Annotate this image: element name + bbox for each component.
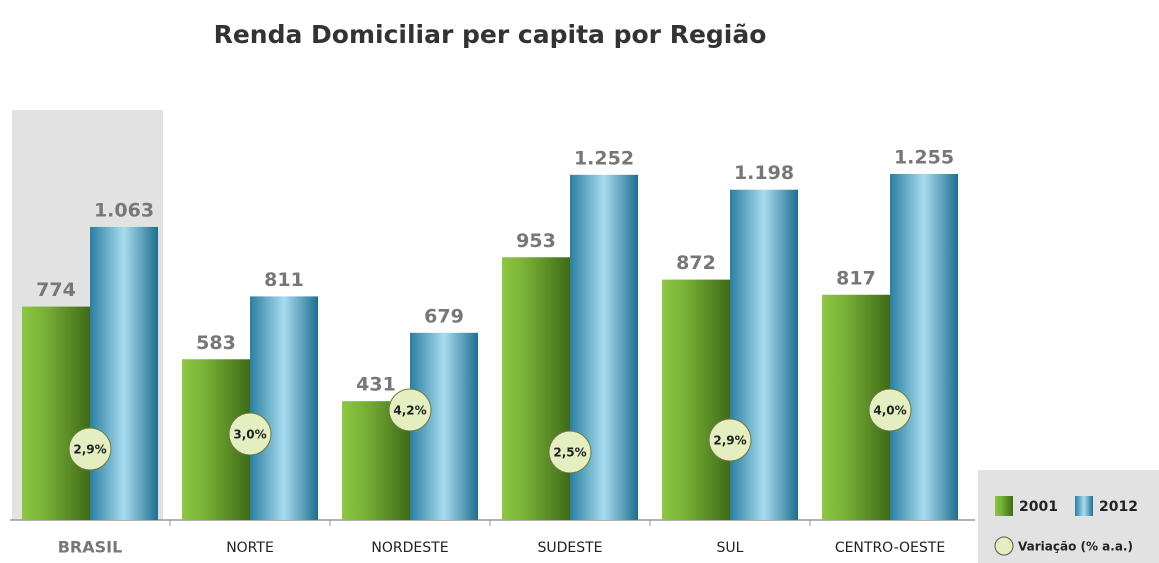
- variation-marker: [68, 427, 112, 471]
- variation-marker: [868, 388, 912, 432]
- variation-label: 2,5%: [553, 446, 586, 460]
- variation-label: 2,9%: [73, 443, 106, 457]
- bar: [662, 279, 730, 520]
- value-label: 1.255: [894, 147, 954, 169]
- value-label: 1.252: [574, 147, 634, 169]
- bar: [22, 306, 90, 520]
- legend-label: 2012: [1099, 499, 1138, 515]
- variation-marker: [708, 418, 752, 462]
- bar: [250, 296, 318, 520]
- legend-label: 2001: [1019, 499, 1058, 515]
- x-tick-label: BRASIL: [58, 538, 123, 557]
- legend-swatch: [995, 496, 1013, 516]
- x-tick-label: SUL: [717, 540, 744, 556]
- value-label: 431: [356, 374, 396, 396]
- bar: [890, 174, 958, 520]
- value-label: 811: [264, 269, 304, 291]
- bar: [90, 226, 158, 520]
- value-label: 953: [516, 230, 556, 252]
- bar: [730, 189, 798, 521]
- value-label: 774: [36, 279, 76, 301]
- x-tick-label: CENTRO-OESTE: [835, 540, 945, 556]
- x-tick-label: SUDESTE: [537, 540, 602, 556]
- value-label: 1.063: [94, 199, 154, 221]
- variation-label: 3,0%: [233, 428, 266, 442]
- x-tick-label: NORDESTE: [371, 540, 448, 556]
- value-label: 679: [424, 305, 464, 327]
- value-label: 872: [676, 252, 716, 274]
- value-label: 1.198: [734, 162, 794, 184]
- variation-marker: [388, 388, 432, 432]
- variation-label: 4,0%: [873, 404, 906, 418]
- variation-label: 2,9%: [713, 434, 746, 448]
- legend-label: Variação (% a.a.): [1018, 540, 1133, 554]
- chart-title: Renda Domiciliar per capita por Região: [214, 20, 767, 49]
- x-tick-label: NORTE: [226, 540, 274, 556]
- variation-marker: [548, 430, 592, 474]
- variation-marker: [228, 412, 272, 456]
- legend-circle: [994, 536, 1014, 556]
- value-label: 817: [836, 267, 876, 289]
- value-label: 583: [196, 332, 236, 354]
- variation-label: 4,2%: [393, 404, 426, 418]
- legend-swatch: [1075, 496, 1093, 516]
- bar: [502, 257, 570, 520]
